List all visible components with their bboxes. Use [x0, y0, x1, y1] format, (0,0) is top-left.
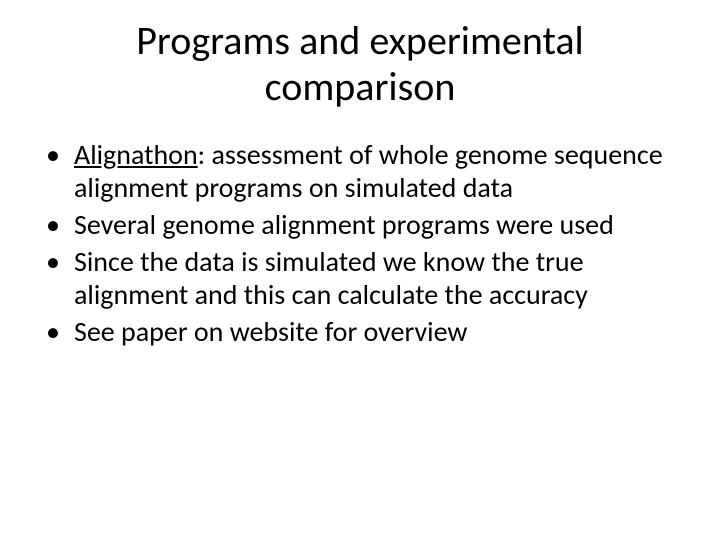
title-line-1: Programs and experimental [136, 16, 583, 65]
slide-body: Alignathon: assessment of whole genome s… [36, 138, 684, 348]
bullet-list: Alignathon: assessment of whole genome s… [36, 138, 684, 348]
bullet-text: Several genome alignment programs were u… [74, 207, 614, 242]
bullet-text: Since the data is simulated we know the … [74, 244, 588, 312]
list-item: Alignathon: assessment of whole genome s… [40, 138, 684, 204]
bullet-lead: Alignathon [74, 137, 198, 172]
slide-title: Programs and experimental comparison [36, 18, 684, 110]
title-line-2: comparison [265, 62, 456, 111]
list-item: Several genome alignment programs were u… [40, 208, 684, 241]
list-item: See paper on website for overview [40, 315, 684, 348]
bullet-text: See paper on website for overview [74, 314, 467, 349]
list-item: Since the data is simulated we know the … [40, 245, 684, 311]
slide: Programs and experimental comparison Ali… [0, 0, 720, 540]
